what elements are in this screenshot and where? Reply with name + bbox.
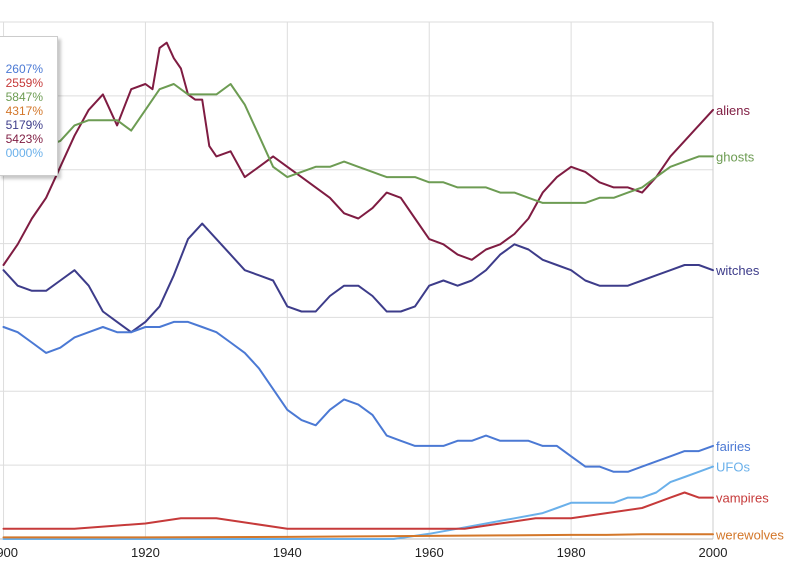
hover-legend-box: 2607% 2559% 5847% 4317% 5179% 5423% 0000… — [0, 36, 58, 176]
x-tick-label: 1980 — [557, 545, 586, 560]
series-line-aliens[interactable] — [2, 41, 714, 266]
series-line-fairies[interactable] — [2, 320, 714, 473]
series-line-witches[interactable] — [2, 222, 714, 334]
series-line-ufos[interactable] — [2, 465, 714, 540]
series-label-fairies: fairies — [716, 439, 751, 454]
legend-value: 2607% — [5, 62, 43, 76]
legend-value: 4317% — [5, 104, 43, 118]
x-tick-label: 1960 — [415, 545, 444, 560]
x-tick-label: 1920 — [131, 545, 160, 560]
legend-value: 5423% — [5, 132, 43, 146]
series-label-vampires: vampires — [716, 491, 769, 506]
series-label-ufos: UFOs — [716, 460, 750, 475]
x-tick-label: 1940 — [273, 545, 302, 560]
legend-value: 2559% — [5, 76, 43, 90]
legend-value: 5179% — [5, 118, 43, 132]
x-axis-ticks: 1900 1920 1940 1960 1980 2000 — [0, 545, 727, 560]
legend-value: 5847% — [5, 90, 43, 104]
series-label-werewolves: werewolves — [715, 527, 784, 542]
series-line-vampires[interactable] — [2, 491, 714, 530]
chart-grid — [0, 21, 714, 540]
x-tick-label: 1900 — [0, 545, 18, 560]
chart-lines — [2, 41, 714, 540]
series-label-witches: witches — [715, 263, 760, 278]
series-line-ghosts[interactable] — [2, 83, 714, 204]
series-labels: aliens ghosts witches fairies UFOs vampires we… — [715, 103, 784, 542]
x-tick-label: 2000 — [699, 545, 728, 560]
series-label-aliens: aliens — [716, 103, 750, 118]
series-label-ghosts: ghosts — [716, 149, 755, 164]
series-line-werewolves[interactable] — [2, 533, 714, 539]
legend-value: 0000% — [5, 146, 43, 160]
